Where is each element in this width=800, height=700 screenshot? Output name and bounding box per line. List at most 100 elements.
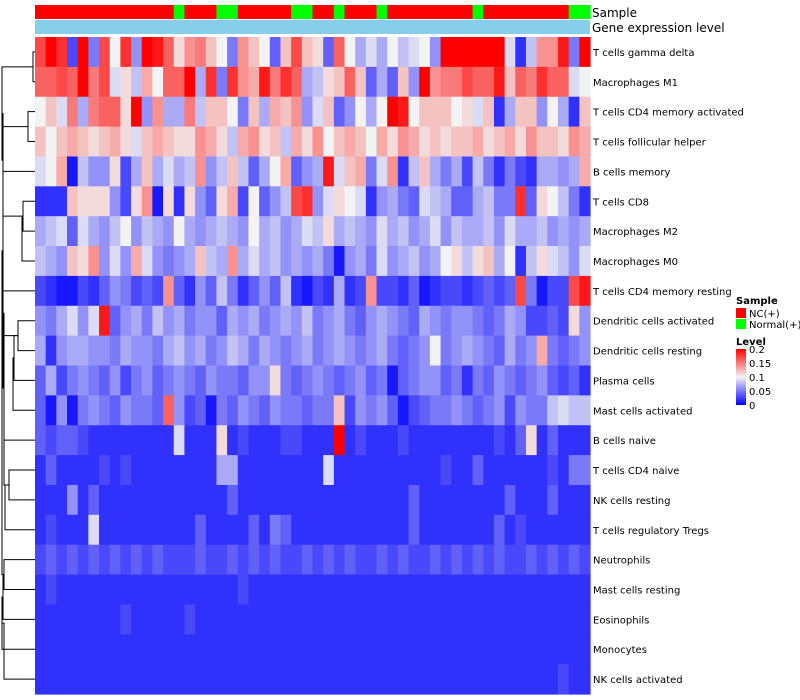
heatmap-cell [280,664,292,695]
legend-level-tick-label: 0 [749,401,755,412]
heatmap-cell [483,634,495,665]
heatmap-cell [461,156,474,187]
row-label: T cells CD8 [592,197,649,208]
heatmap-cell [419,186,431,217]
heatmap-cell [152,37,164,68]
heatmap-cell [429,484,442,516]
heatmap-cell [163,66,175,98]
heatmap-cell [365,96,378,128]
heatmap-cell [376,305,388,337]
heatmap-cell [227,335,239,367]
heatmap-cell [280,335,292,367]
dendrogram-branch [17,320,35,352]
heatmap-cell [579,335,591,367]
heatmap-cell [269,216,282,247]
heatmap-cell [195,455,207,486]
heatmap-cell [451,156,463,187]
sample-annotation-cell [429,5,442,19]
heatmap-cell [173,66,186,98]
heatmap-cell [483,664,495,695]
heatmap-cell [131,305,143,337]
heatmap-cell [568,425,580,456]
heatmap-cell [557,425,570,456]
heatmap-cell [525,335,538,367]
heatmap-cell [291,305,303,337]
heatmap-cell [45,514,57,546]
heatmap-cell [109,484,121,516]
heatmap-cell [45,246,57,277]
heatmap-cell [131,37,143,68]
heatmap-cell [291,484,303,516]
dendrogram-branch [3,439,35,486]
heatmap-cell [440,156,452,187]
heatmap-cell [419,514,431,546]
heatmap-cell [493,634,506,665]
heatmap-cell [216,425,228,456]
heatmap-cell [547,514,559,546]
heatmap-cell [45,365,57,396]
heatmap-cell [237,126,250,158]
heatmap-cell [461,275,474,307]
heatmap-cell [397,365,410,396]
heatmap-cell [312,156,324,187]
heatmap-cell [291,216,303,247]
heatmap-cell [355,216,367,247]
heatmap-cell [493,335,506,367]
heatmap-cell [216,664,228,695]
heatmap-cell [312,425,324,456]
heatmap-cell [312,604,324,635]
heatmap-cell [120,514,132,546]
heatmap-cell [397,335,410,367]
heatmap-cell [333,275,346,307]
heatmap-cell [77,365,89,396]
heatmap-cell [440,395,452,426]
heatmap-cell [333,365,346,396]
heatmap-cell [397,305,410,337]
heatmap-cell [312,574,324,606]
heatmap-cell [269,634,282,665]
heatmap-cell [557,455,570,486]
row-label: Monocytes [593,645,647,656]
heatmap-cell [280,634,292,665]
heatmap-cell [173,604,186,635]
heatmap-cell [387,365,399,396]
sample-annotation-cell [376,5,388,19]
heatmap-cell [248,66,260,98]
heatmap-cell [451,37,463,68]
heatmap-cell [77,66,89,98]
heatmap-cell [376,455,388,486]
heatmap-cell [547,455,559,486]
heatmap-cell [141,335,154,367]
heatmap-cell [301,216,314,247]
heatmap-cell [525,96,538,128]
heatmap-cell [259,275,271,307]
heatmap-cell [163,484,175,516]
heatmap-cell [387,66,399,98]
heatmap-cell [35,66,47,98]
heatmap-cell [216,514,228,546]
heatmap-cell [440,484,452,516]
heatmap-cell [67,574,79,606]
heatmap-cell [525,484,538,516]
heatmap-cell [56,156,68,187]
heatmap-cell [301,186,314,217]
heatmap-cell [493,544,506,576]
heatmap-cell [483,395,495,426]
sample-annotation-cell [77,5,89,19]
heatmap-cell [387,246,399,277]
heatmap-cell [472,275,484,307]
heatmap-cell [408,37,420,68]
heatmap-cell [141,66,154,98]
legend-level-title: Level [736,337,766,348]
heatmap-cell [419,246,431,277]
heatmap-cell [237,544,250,576]
heatmap-cell [376,544,388,576]
heatmap-cell [237,634,250,665]
heatmap-cell [451,305,463,337]
heatmap-cell [173,246,186,277]
heatmap-cell [152,544,164,576]
sample-annotation-cell [504,5,516,19]
heatmap-cell [387,186,399,217]
heatmap-cell [259,246,271,277]
heatmap-cell [184,216,196,247]
